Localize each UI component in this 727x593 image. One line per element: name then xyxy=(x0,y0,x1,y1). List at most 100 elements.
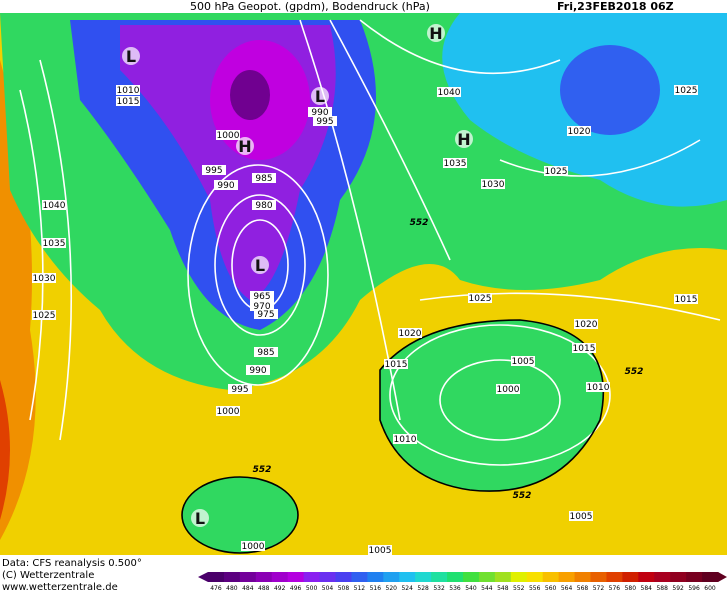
label-box xyxy=(241,541,265,551)
isobar-label: 1000 xyxy=(242,542,265,552)
isobar-label: 1000 xyxy=(217,407,240,417)
label-box xyxy=(393,434,417,444)
label-box xyxy=(32,310,56,320)
isobar-label: 1015 xyxy=(385,360,408,370)
colorbar-tick-label: 496 xyxy=(290,585,302,592)
field-deep-purple xyxy=(230,70,270,120)
colorbar-cell xyxy=(574,572,591,582)
isobar xyxy=(439,359,561,441)
colorbar-cell xyxy=(478,572,496,582)
contour xyxy=(181,476,299,554)
colorbar-cell xyxy=(399,572,416,582)
isobar xyxy=(187,164,329,386)
label-box xyxy=(252,173,276,183)
label-box xyxy=(437,87,461,97)
colorbar-cell xyxy=(223,572,241,582)
colorbar-cell xyxy=(271,572,289,582)
colorbar-tick-label: 512 xyxy=(354,585,366,592)
isobar-label: 990 xyxy=(249,366,266,376)
colorbar-tick-label: 516 xyxy=(370,585,382,592)
label-box xyxy=(32,273,56,283)
isobar-label: 1005 xyxy=(512,357,535,367)
colorbar: 476 480 484 488 492 496 500 504 508 512 516 520 524 5… xyxy=(198,572,727,592)
label-box xyxy=(202,165,226,175)
label-box xyxy=(42,238,66,248)
map-date: Fri,23FEB2018 06Z xyxy=(557,0,674,13)
colorbar-cell xyxy=(208,572,225,582)
label-box xyxy=(674,294,698,304)
label-box xyxy=(481,179,505,189)
label-box xyxy=(254,309,278,319)
colorbar-tick-label: 572 xyxy=(593,585,605,592)
colorbar-tick-label: 540 xyxy=(465,585,477,592)
colorbar-cell xyxy=(335,572,352,582)
pressure-center: H xyxy=(457,130,470,149)
label-box xyxy=(586,382,610,392)
colorbar-tick-label: 576 xyxy=(609,585,621,592)
colorbar-tick-label: 536 xyxy=(449,585,461,592)
center-marker xyxy=(236,137,254,155)
label-box xyxy=(368,545,392,555)
label-box xyxy=(569,511,593,521)
label-box xyxy=(252,200,276,210)
label-box xyxy=(511,356,535,366)
center-marker xyxy=(251,256,269,274)
footer-url: www.wetterzentrale.de xyxy=(2,582,118,593)
isobar-label: 1005 xyxy=(369,546,392,556)
map-title: 500 hPa Geopot. (gpdm), Bodendruck (hPa) xyxy=(190,0,430,13)
pressure-center: L xyxy=(255,256,265,275)
geopotential-552 xyxy=(181,319,605,554)
isobar-label: 1015 xyxy=(573,344,596,354)
colorbar-cell xyxy=(558,572,576,582)
isobar-label: 965 xyxy=(253,292,270,302)
isobar-label: 1025 xyxy=(675,86,698,96)
colorbar-tick-label: 560 xyxy=(545,585,557,592)
colorbar-arrow-right xyxy=(718,572,727,582)
pressure-center: L xyxy=(195,509,205,528)
isobar-label: 1000 xyxy=(497,385,520,395)
label-box xyxy=(250,291,274,301)
colorbar-cell xyxy=(622,572,639,582)
map-field xyxy=(0,13,727,555)
geopotential-label: 552 xyxy=(625,367,644,377)
label-box xyxy=(116,96,140,106)
isobar-label: 1010 xyxy=(117,86,140,96)
center-marker xyxy=(122,47,140,65)
isobar-label: 1035 xyxy=(43,239,66,249)
label-box xyxy=(674,85,698,95)
isobars xyxy=(19,19,721,466)
colorbar-cell xyxy=(670,572,687,582)
colorbar-tick-label: 588 xyxy=(656,585,668,592)
field-red xyxy=(0,380,10,520)
isobar-label: 990 xyxy=(217,181,234,191)
isobar-label: 1020 xyxy=(568,127,591,137)
label-box xyxy=(468,293,492,303)
pressure-center: H xyxy=(429,24,442,43)
colorbar-cell xyxy=(702,572,719,582)
colorbar-tick-label: 564 xyxy=(561,585,573,592)
isobar-label: 1025 xyxy=(33,311,56,321)
label-box xyxy=(254,347,278,357)
isobar-label: 1005 xyxy=(570,512,593,522)
label-box xyxy=(216,406,240,416)
colorbar-tick-label: 592 xyxy=(672,585,684,592)
field-green-low xyxy=(380,320,604,492)
colorbar-tick-label: 544 xyxy=(481,585,493,592)
label-box xyxy=(567,126,591,136)
colorbar-tick-label: 568 xyxy=(577,585,589,592)
colorbar-tick-label: 548 xyxy=(497,585,509,592)
colorbar-tick-label: 488 xyxy=(258,585,270,592)
label-box xyxy=(443,158,467,168)
colorbar-tick-label: 532 xyxy=(433,585,445,592)
isobar-label: 975 xyxy=(257,310,274,320)
pressure-center: H xyxy=(238,137,251,156)
colorbar-cell xyxy=(383,572,400,582)
footer-copyright: (C) Wetterzentrale xyxy=(2,570,94,581)
label-box xyxy=(313,116,337,126)
colorbar-tick-label: 528 xyxy=(417,585,429,592)
colorbar-cell xyxy=(415,572,432,582)
colorbar-cell xyxy=(590,572,607,582)
isobar xyxy=(214,194,306,336)
colorbar-cell xyxy=(303,572,321,582)
map-labels: 1010101510009909959959909859809659709759… xyxy=(32,24,698,556)
